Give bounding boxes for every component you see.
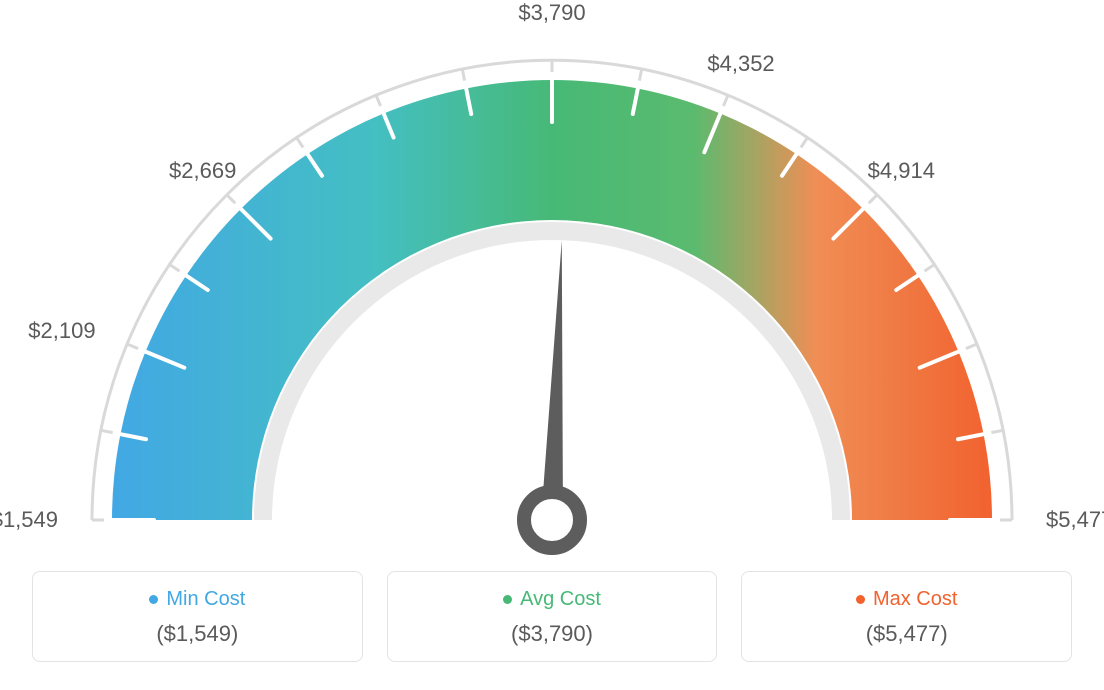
- max-cost-card: Max Cost ($5,477): [741, 571, 1072, 662]
- gauge-tick-label: $4,914: [868, 158, 935, 184]
- gauge-svg: [0, 0, 1104, 560]
- avg-cost-value: ($3,790): [398, 621, 707, 647]
- gauge-tick-label: $5,477: [1046, 507, 1104, 533]
- chart-container: $1,549 $2,109 $2,669 $3,790 $4,352 $4,914 $5,4…: [0, 0, 1104, 690]
- max-cost-dot: [856, 595, 865, 604]
- gauge-tick-label: $2,669: [169, 158, 236, 184]
- min-cost-title: Min Cost: [149, 588, 245, 611]
- min-cost-value: ($1,549): [43, 621, 352, 647]
- avg-cost-title: Avg Cost: [503, 588, 601, 611]
- max-cost-value: ($5,477): [752, 621, 1061, 647]
- max-cost-label: Max Cost: [873, 588, 957, 611]
- min-cost-card: Min Cost ($1,549): [32, 571, 363, 662]
- gauge-tick-label: $1,549: [0, 507, 58, 533]
- avg-cost-label: Avg Cost: [520, 588, 601, 611]
- min-cost-label: Min Cost: [166, 588, 245, 611]
- avg-cost-card: Avg Cost ($3,790): [387, 571, 718, 662]
- min-cost-dot: [149, 595, 158, 604]
- gauge-tick-label: $2,109: [28, 318, 95, 344]
- summary-cards: Min Cost ($1,549) Avg Cost ($3,790) Max …: [32, 571, 1072, 662]
- gauge-tick-label: $4,352: [707, 51, 774, 77]
- avg-cost-dot: [503, 595, 512, 604]
- max-cost-title: Max Cost: [856, 588, 957, 611]
- gauge-chart: $1,549 $2,109 $2,669 $3,790 $4,352 $4,914 $5,4…: [0, 0, 1104, 560]
- gauge-tick-label: $3,790: [518, 0, 585, 26]
